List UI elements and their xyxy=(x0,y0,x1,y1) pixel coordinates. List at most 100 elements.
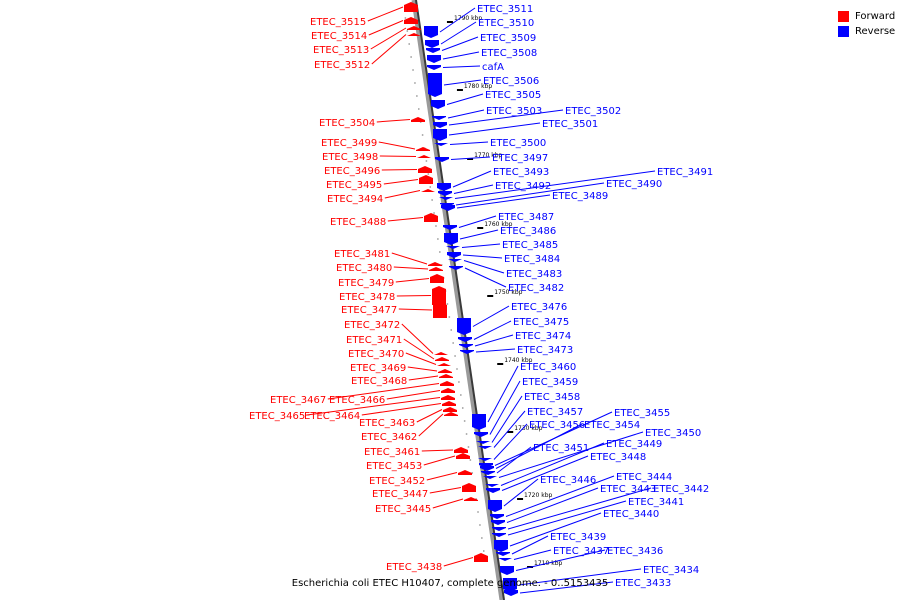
forward-gene-glyph xyxy=(444,412,458,416)
reverse-gene-label: ETEC_3433 xyxy=(615,578,671,589)
reverse-gene-glyph xyxy=(504,590,518,596)
scale-tick-label: 1770 kbp xyxy=(474,152,502,159)
forward-gene-glyph xyxy=(430,274,444,283)
reverse-gene-glyph xyxy=(441,205,455,211)
forward-gene-glyph xyxy=(411,117,425,122)
reverse-leader-line xyxy=(507,487,652,530)
reverse-gene-glyph xyxy=(449,266,463,270)
reverse-gene-label: ETEC_3440 xyxy=(603,509,659,520)
reverse-gene-glyph xyxy=(424,26,438,38)
forward-leader-line xyxy=(429,487,462,494)
reverse-leader-line xyxy=(464,267,507,288)
reverse-leader-line xyxy=(446,93,484,105)
forward-gene-label: ETEC_3512 xyxy=(314,60,370,71)
reverse-leader-line xyxy=(473,320,512,340)
reverse-gene-label: ETEC_3434 xyxy=(643,565,699,576)
reverse-gene-glyph xyxy=(428,73,442,97)
forward-leader-line xyxy=(405,352,437,365)
reverse-gene-glyph xyxy=(500,566,514,575)
reverse-gene-label: ETEC_3457 xyxy=(527,407,583,418)
forward-leader-line xyxy=(367,6,404,22)
reverse-gene-glyph xyxy=(474,432,488,437)
reverse-leader-line xyxy=(515,549,606,571)
reverse-gene-label: ETEC_3458 xyxy=(524,392,580,403)
reverse-gene-glyph xyxy=(496,552,510,556)
forward-gene-glyph xyxy=(454,447,468,453)
reverse-leader-line xyxy=(495,423,583,469)
forward-leader-line xyxy=(443,557,474,567)
forward-gene-glyph xyxy=(404,17,418,24)
reverse-gene-glyph xyxy=(494,540,508,552)
reverse-gene-glyph xyxy=(492,533,506,537)
reverse-gene-label: ETEC_3492 xyxy=(495,181,551,192)
reverse-gene-glyph xyxy=(472,414,486,430)
forward-gene-label: ETEC_3466 xyxy=(329,395,385,406)
reverse-gene-glyph xyxy=(476,441,490,444)
reverse-gene-glyph xyxy=(492,527,506,531)
reverse-leader-line xyxy=(503,478,539,507)
forward-gene-glyph xyxy=(440,381,454,386)
reverse-leader-line xyxy=(519,581,614,594)
reverse-gene-glyph xyxy=(427,65,441,70)
reverse-leader-line xyxy=(509,512,602,547)
reverse-gene-label: ETEC_3506 xyxy=(483,76,539,87)
forward-leader-line xyxy=(401,323,434,354)
forward-gene-label: ETEC_3464 xyxy=(304,411,360,422)
reverse-leader-line xyxy=(455,182,605,206)
forward-leader-line xyxy=(381,169,418,171)
reverse-gene-label: ETEC_3446 xyxy=(540,475,596,486)
reverse-gene-glyph xyxy=(480,466,494,471)
forward-gene-glyph xyxy=(456,453,470,459)
forward-leader-line xyxy=(407,366,438,372)
forward-gene-label: ETEC_3468 xyxy=(351,376,407,387)
reverse-gene-label: ETEC_3490 xyxy=(606,179,662,190)
forward-leader-line xyxy=(396,295,432,297)
reverse-leader-line xyxy=(461,243,501,248)
forward-leader-line xyxy=(327,383,440,400)
reverse-leader-line xyxy=(475,348,516,353)
forward-leader-line xyxy=(368,20,404,36)
reverse-leader-line xyxy=(456,194,551,209)
forward-gene-label: ETEC_3514 xyxy=(311,31,367,42)
reverse-gene-label: ETEC_3456 xyxy=(529,420,585,431)
forward-gene-label: ETEC_3461 xyxy=(364,447,420,458)
reverse-gene-label: ETEC_3503 xyxy=(486,106,542,117)
reverse-gene-label: ETEC_3437 xyxy=(553,546,609,557)
reverse-leader-line xyxy=(442,65,481,68)
forward-gene-label: ETEC_3438 xyxy=(386,562,442,573)
reverse-gene-label: ETEC_3487 xyxy=(498,212,554,223)
reverse-leader-line xyxy=(449,141,489,145)
forward-gene-label: ETEC_3504 xyxy=(319,118,375,129)
reverse-leader-line xyxy=(462,254,503,259)
forward-gene-label: ETEC_3479 xyxy=(338,278,394,289)
forward-gene-glyph xyxy=(433,302,447,318)
reverse-gene-label: ETEC_3510 xyxy=(478,18,534,29)
reverse-gene-glyph xyxy=(486,488,500,493)
reverse-leader-line xyxy=(474,334,514,347)
reverse-gene-glyph xyxy=(460,350,474,354)
reverse-gene-label: ETEC_3439 xyxy=(550,532,606,543)
forward-leader-line xyxy=(403,338,435,360)
forward-leader-line xyxy=(391,252,428,265)
forward-gene-label: ETEC_3513 xyxy=(313,45,369,56)
legend-label-forward: Forward xyxy=(855,11,896,22)
genome-caption: Escherichia coli ETEC H10407, complete g… xyxy=(291,578,609,589)
reverse-leader-line xyxy=(448,122,541,136)
forward-gene-glyph xyxy=(407,26,421,30)
legend-label-reverse: Reverse xyxy=(855,26,896,37)
reverse-leader-line xyxy=(463,260,505,274)
scale-tick-label: 1760 kbp xyxy=(484,221,512,228)
scale-tick-label: 1730 kbp xyxy=(514,425,542,432)
forward-gene-glyph xyxy=(428,262,442,266)
reverse-gene-glyph xyxy=(478,458,492,461)
reverse-gene-glyph xyxy=(459,344,473,348)
forward-leader-line xyxy=(371,34,407,65)
reverse-gene-label: cafA xyxy=(482,62,504,73)
forward-gene-glyph xyxy=(404,2,418,12)
forward-swatch xyxy=(838,11,849,22)
forward-gene-glyph xyxy=(458,470,472,475)
reverse-leader-line xyxy=(440,21,477,45)
forward-gene-label: ETEC_3445 xyxy=(375,504,431,515)
reverse-gene-label: ETEC_3454 xyxy=(584,420,640,431)
reverse-leader-line xyxy=(443,79,482,86)
